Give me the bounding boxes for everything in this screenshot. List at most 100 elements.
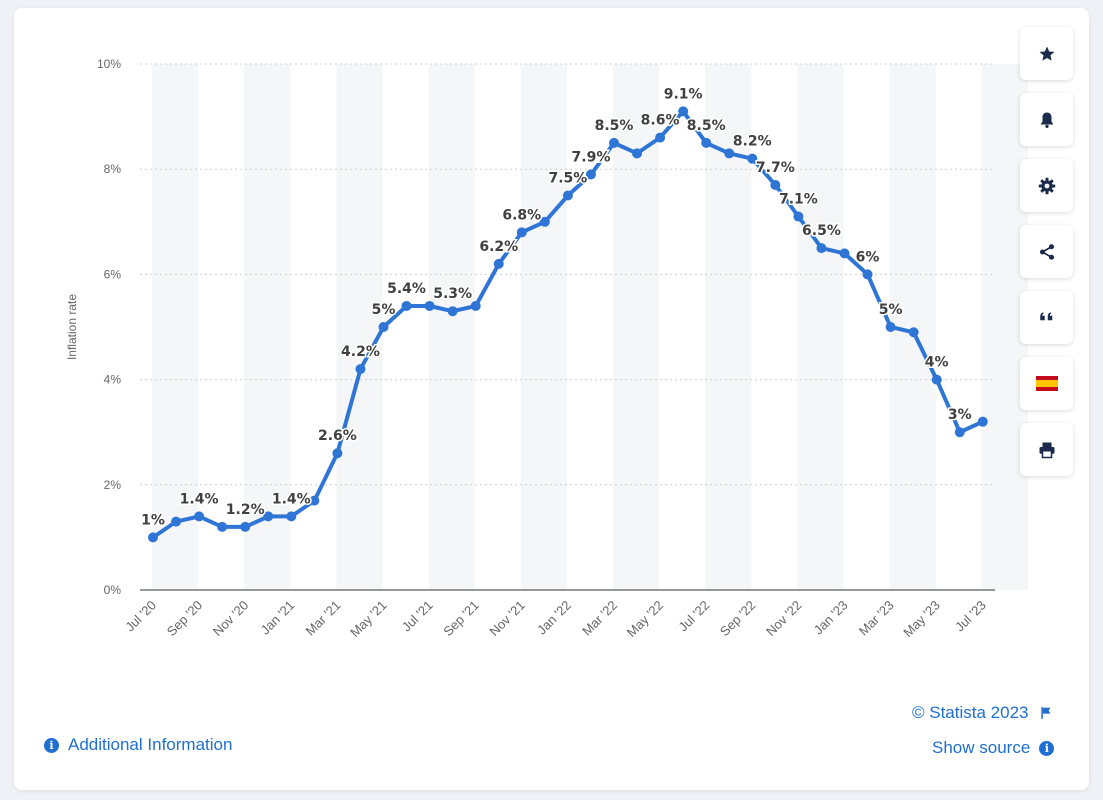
info-icon: i xyxy=(1039,740,1055,756)
data-point xyxy=(424,300,435,311)
data-point xyxy=(493,258,504,269)
data-point xyxy=(516,227,527,238)
data-point xyxy=(585,169,596,180)
data-point xyxy=(309,495,320,506)
copyright-link[interactable]: © Statista 2023 xyxy=(912,703,1053,723)
notification-button[interactable] xyxy=(1020,93,1073,146)
background-band xyxy=(520,64,567,590)
data-label: 8.6% xyxy=(641,113,680,129)
cite-button[interactable] xyxy=(1020,291,1073,344)
data-label: 7.5% xyxy=(548,171,587,187)
data-point xyxy=(539,216,550,227)
data-label: 1.4% xyxy=(180,491,219,507)
background-band xyxy=(152,64,199,590)
data-label: 9.1% xyxy=(664,86,703,102)
data-point xyxy=(770,179,781,190)
x-tick-label: Sep '20 xyxy=(164,598,205,639)
star-icon xyxy=(1039,46,1054,61)
spain-flag-icon xyxy=(1035,376,1058,391)
x-tick-label: Jan '21 xyxy=(257,598,297,638)
print-button[interactable] xyxy=(1020,423,1073,476)
x-tick-label: Nov '20 xyxy=(210,598,251,639)
data-point xyxy=(678,106,689,117)
info-icon: i xyxy=(44,737,59,753)
y-tick-label: 0% xyxy=(104,583,122,597)
y-tick-label: 4% xyxy=(104,373,122,387)
data-label: 1.2% xyxy=(226,502,265,518)
data-point xyxy=(332,448,343,459)
data-point xyxy=(355,364,366,375)
printer-icon xyxy=(1039,442,1054,458)
quote-icon xyxy=(1039,311,1052,320)
x-tick-label: Mar '23 xyxy=(856,598,897,639)
x-tick-label: Mar '22 xyxy=(579,598,620,639)
data-point xyxy=(632,148,643,159)
language-button[interactable] xyxy=(1020,357,1073,410)
data-point xyxy=(378,322,389,332)
data-point xyxy=(171,516,182,527)
x-tick-label: Nov '22 xyxy=(763,598,804,639)
background-band xyxy=(244,64,291,590)
data-point xyxy=(701,137,712,148)
data-point xyxy=(401,300,412,311)
data-label: 3% xyxy=(948,407,972,423)
data-label: 6.2% xyxy=(479,239,518,255)
bell-icon xyxy=(1040,112,1053,128)
data-label: 8.5% xyxy=(595,118,634,134)
settings-button[interactable] xyxy=(1020,159,1073,212)
data-point xyxy=(240,521,251,532)
x-tick-label: Jul '20 xyxy=(122,598,159,635)
x-tick-label: Sep '21 xyxy=(440,598,481,639)
data-point xyxy=(609,137,619,148)
data-label: 4.2% xyxy=(341,344,380,360)
x-tick-label: Jul '22 xyxy=(675,598,712,635)
data-point xyxy=(263,511,274,522)
data-label: 7.1% xyxy=(779,192,818,208)
x-tick-label: Nov '21 xyxy=(486,598,527,639)
data-point xyxy=(562,190,573,201)
y-tick-label: 6% xyxy=(104,267,122,281)
data-label: 6.8% xyxy=(502,207,541,223)
data-point xyxy=(194,511,205,522)
data-point xyxy=(747,153,758,164)
data-label: 5% xyxy=(879,302,903,318)
data-point xyxy=(931,374,942,385)
x-tick-label: Mar '21 xyxy=(303,598,344,639)
data-point xyxy=(148,532,158,543)
y-tick-label: 8% xyxy=(104,162,122,176)
data-label: 2.6% xyxy=(318,428,357,444)
data-label: 6% xyxy=(856,249,880,265)
x-tick-label: Jul '21 xyxy=(399,598,436,635)
data-label: 8.2% xyxy=(733,134,772,150)
x-tick-label: May '22 xyxy=(624,598,667,641)
data-point xyxy=(286,511,297,522)
background-band xyxy=(336,64,383,590)
data-label: 7.7% xyxy=(756,160,795,176)
data-label: 1% xyxy=(141,512,165,528)
data-point xyxy=(793,211,804,222)
share-button[interactable] xyxy=(1020,225,1073,278)
data-point xyxy=(862,269,873,280)
x-tick-label: Jul '23 xyxy=(952,598,989,635)
x-tick-label: Jan '22 xyxy=(534,598,574,638)
background-band xyxy=(428,64,475,590)
gear-icon xyxy=(1038,177,1055,194)
data-label: 5.4% xyxy=(387,281,426,297)
additional-information-link[interactable]: i Additional Information xyxy=(44,735,232,755)
background-band xyxy=(797,64,844,590)
bookmark-button[interactable] xyxy=(1020,27,1073,80)
y-tick-label: 10% xyxy=(97,57,121,71)
data-point xyxy=(470,300,481,311)
x-tick-label: May '23 xyxy=(900,598,943,641)
data-label: 7.9% xyxy=(572,149,611,165)
data-point xyxy=(908,327,919,338)
data-label: 4% xyxy=(925,355,949,371)
x-tick-label: Jan '23 xyxy=(811,598,851,638)
data-point xyxy=(977,416,988,427)
data-label: 1.4% xyxy=(272,491,311,507)
y-tick-label: 2% xyxy=(104,478,122,492)
data-point xyxy=(217,521,228,532)
x-tick-label: Sep '22 xyxy=(717,598,758,639)
data-point xyxy=(724,148,735,159)
show-source-link[interactable]: Show source i xyxy=(932,738,1055,758)
